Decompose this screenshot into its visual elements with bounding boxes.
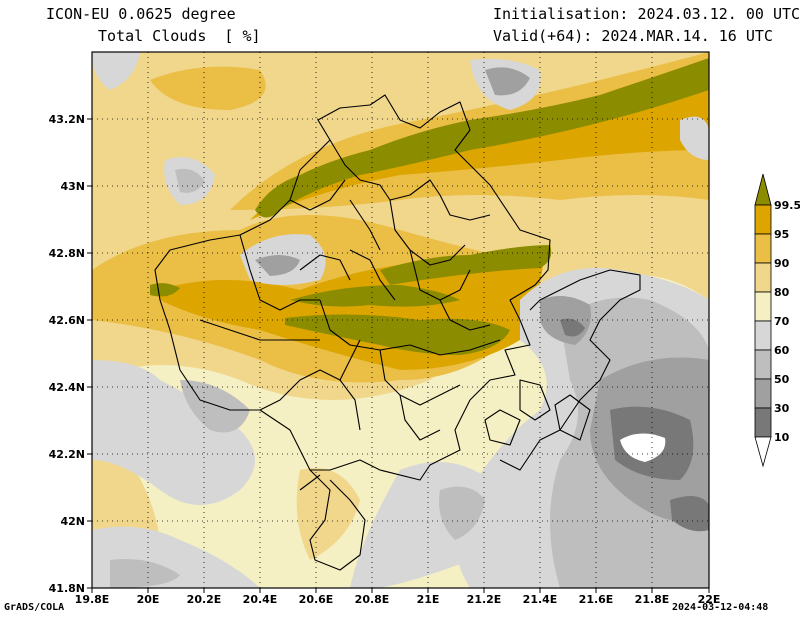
colorbar-swatch	[754, 378, 772, 409]
lon-label: 21.2E	[467, 593, 502, 606]
colorbar-bottom-arrow	[754, 436, 772, 468]
lat-label: 43.2N	[49, 113, 85, 126]
colorbar-label: 10	[774, 431, 790, 444]
init-time: Initialisation: 2024.03.12. 00 UTC	[493, 5, 800, 23]
lon-label: 21E	[417, 593, 440, 606]
lon-label: 20.6E	[299, 593, 334, 606]
model-title: ICON-EU 0.0625 degree	[46, 5, 236, 23]
colorbar-swatch	[754, 407, 772, 438]
lat-labels: 43.2N 43N 42.8N 42.6N 42.4N 42.2N 42N 41…	[49, 113, 85, 595]
colorbar-labels: 99.5 95 90 80 70 60 50 30 10	[774, 199, 800, 444]
lat-label: 41.8N	[49, 582, 85, 595]
colorbar-label: 80	[774, 286, 790, 299]
lat-label: 42N	[60, 515, 85, 528]
colorbar-label: 90	[774, 257, 790, 270]
colorbar-label: 50	[774, 373, 790, 386]
colorbar-swatch	[754, 349, 772, 380]
colorbar-top-arrow	[754, 173, 772, 206]
cloud-field	[92, 52, 709, 588]
tick-marks	[87, 118, 710, 593]
colorbar-swatch	[754, 291, 772, 322]
colorbar-label: 60	[774, 344, 790, 357]
lon-label: 22E	[698, 593, 721, 606]
colorbar-label: 95	[774, 228, 789, 241]
lat-label: 42.2N	[49, 448, 85, 461]
lat-label: 42.4N	[49, 381, 85, 394]
field-title: Total Clouds [ %]	[98, 27, 261, 45]
lon-label: 20E	[137, 593, 160, 606]
lon-label: 21.6E	[579, 593, 614, 606]
colorbar-label: 99.5	[774, 199, 800, 212]
lon-label: 20.2E	[187, 593, 222, 606]
colorbar-swatch	[754, 204, 772, 235]
colorbar-swatch	[754, 233, 772, 264]
colorbar-label: 70	[774, 315, 790, 328]
render-timestamp: 2024-03-12-04:48	[672, 602, 769, 613]
lat-label: 43N	[60, 180, 85, 193]
boundaries	[154, 94, 641, 571]
lon-label: 19.8E	[75, 593, 110, 606]
lat-label: 42.8N	[49, 247, 85, 260]
lon-label: 21.4E	[523, 593, 558, 606]
lon-label: 21.8E	[635, 593, 670, 606]
colorbar-swatch	[754, 262, 772, 293]
valid-time: Valid(+64): 2024.MAR.14. 16 UTC	[493, 27, 773, 45]
colorbar-label: 30	[774, 402, 790, 415]
colorbar	[754, 173, 772, 468]
lon-label: 20.8E	[355, 593, 390, 606]
lat-label: 42.6N	[49, 314, 85, 327]
lon-label: 20.4E	[243, 593, 278, 606]
software-credit: GrADS/COLA	[4, 602, 65, 613]
lon-labels: 19.8E 20E 20.2E 20.4E 20.6E 20.8E 21E 21…	[75, 593, 721, 606]
colorbar-swatch	[754, 320, 772, 351]
